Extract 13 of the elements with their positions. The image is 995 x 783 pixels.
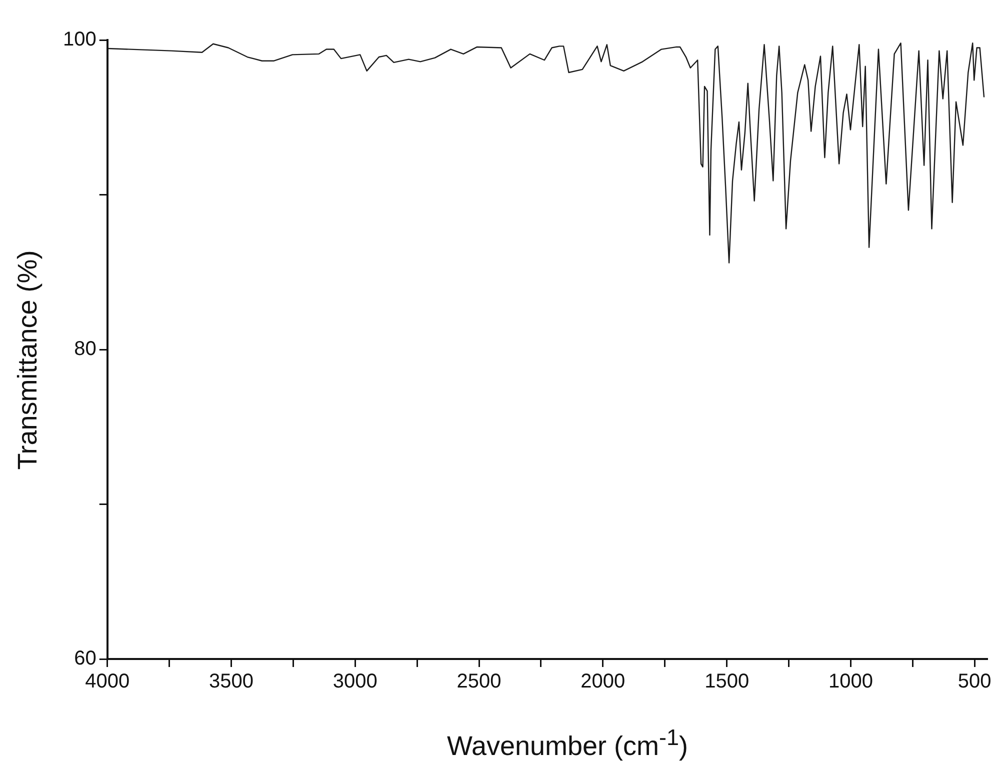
y-tick-label: 100 bbox=[62, 28, 96, 51]
x-tick-label: 2000 bbox=[580, 670, 626, 693]
x-tick-label: 1000 bbox=[828, 670, 873, 693]
y-tick-label: 80 bbox=[74, 338, 96, 360]
x-tick-label: 3500 bbox=[209, 670, 254, 693]
x-tick-label: 3000 bbox=[332, 670, 378, 693]
x-tick-label: 1500 bbox=[704, 670, 750, 693]
x-tick-label: 4000 bbox=[85, 670, 130, 693]
y-axis-title: Transmittance (%) bbox=[12, 250, 44, 470]
x-axis-title: Wavenumber (cm$^{-1}$) bbox=[446, 725, 690, 762]
x-tick-label: 500 bbox=[958, 670, 992, 693]
x-tick-label: 2500 bbox=[456, 670, 502, 693]
y-tick-label: 60 bbox=[74, 648, 96, 670]
